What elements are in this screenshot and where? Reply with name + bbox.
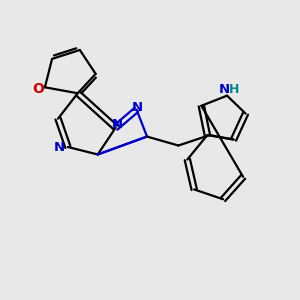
- Text: O: O: [32, 82, 44, 96]
- Text: N: N: [219, 83, 230, 96]
- Text: N: N: [111, 118, 122, 131]
- Text: N: N: [54, 141, 65, 154]
- Text: N: N: [132, 101, 143, 114]
- Text: H: H: [228, 83, 239, 96]
